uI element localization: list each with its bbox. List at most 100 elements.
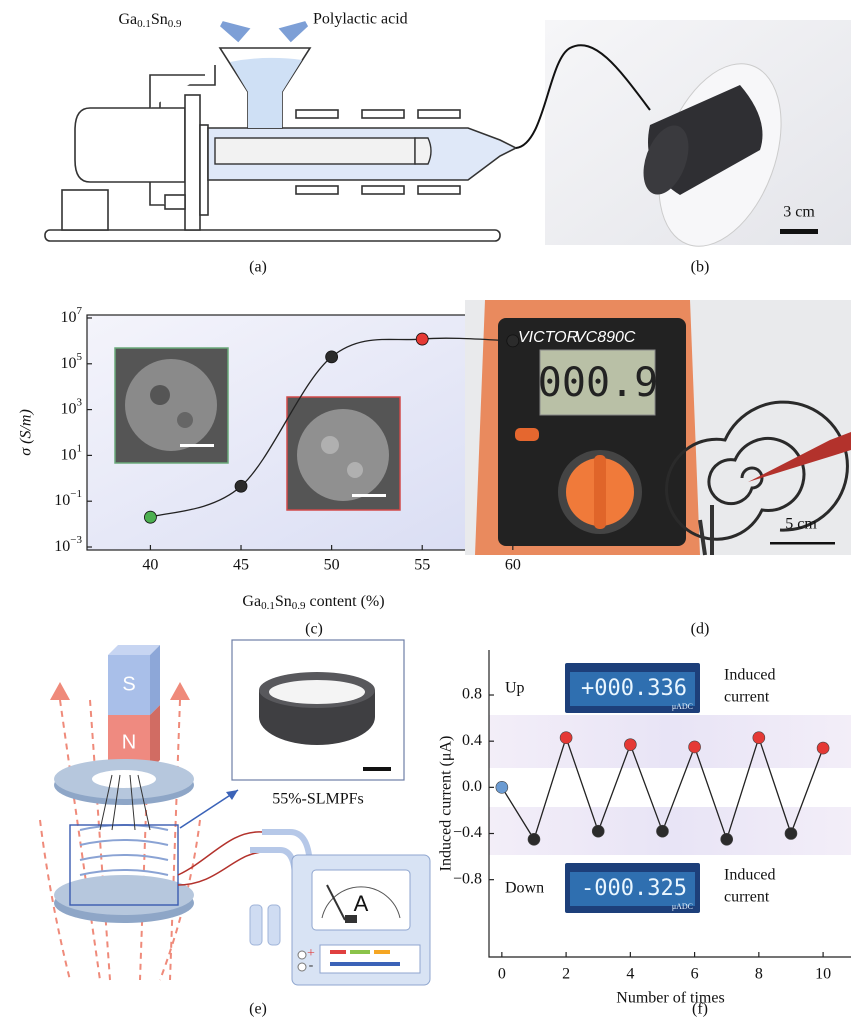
tick-base: 10 <box>61 309 77 326</box>
illustration-shape <box>374 950 390 954</box>
illustration-shape <box>125 359 217 451</box>
tick-base: 10 <box>61 446 77 463</box>
illustration-shape <box>230 58 302 128</box>
panel: Ga0.1Sn0.9 Polylactic acid (a) <box>45 11 516 276</box>
tick-exponent: 1 <box>77 442 83 454</box>
illustration-shape <box>80 825 168 875</box>
y-tick-label: −0.8 <box>453 870 482 887</box>
x-tick-label: 50 <box>324 557 340 574</box>
x-tick-label: 60 <box>505 557 521 574</box>
illustration-shape <box>296 186 338 194</box>
illustration-shape <box>200 125 208 215</box>
text-part: content (%) <box>305 593 384 610</box>
tick-exponent: −1 <box>70 488 82 500</box>
meter-reading: 000.9 <box>538 360 658 406</box>
y-tick-label: 10−3 <box>54 534 82 555</box>
subscript: 0.9 <box>292 600 306 612</box>
annotation: Induced <box>724 867 776 884</box>
illustration-shape <box>185 95 200 230</box>
data-point <box>656 825 668 837</box>
sample-label: 55%-SLMPFs <box>272 791 364 808</box>
annotation: Up <box>505 680 525 697</box>
illustration-shape <box>165 195 185 209</box>
illustration-shape <box>215 138 415 164</box>
illustration-shape <box>298 951 306 959</box>
illustration-shape <box>75 108 185 182</box>
magnet-pole: N <box>122 731 136 753</box>
panel-label: (b) <box>691 259 710 276</box>
panel: VICTOR VC890C 000.9 5 cm (d) <box>465 300 851 638</box>
illustration-shape <box>363 767 391 771</box>
data-point <box>689 741 701 753</box>
y-tick-label: 107 <box>61 305 83 326</box>
screen-reading: -000.325 <box>581 876 687 901</box>
illustration-shape <box>320 945 420 973</box>
illustration-shape <box>92 770 156 788</box>
y-tick-label: 10−1 <box>54 488 82 509</box>
tick-exponent: 7 <box>77 305 83 317</box>
tick-base: 10 <box>54 538 70 555</box>
illustration-shape <box>178 832 268 885</box>
panel: 3 cm (b) <box>516 20 851 276</box>
illustration-shape <box>415 138 431 164</box>
illustration-shape <box>268 905 280 945</box>
terminal: - <box>309 958 314 973</box>
brand: VICTOR <box>518 329 579 346</box>
annotation: current <box>724 689 770 706</box>
illustration-shape <box>150 385 170 405</box>
subscript: 0.1 <box>261 600 275 612</box>
x-tick-label: 0 <box>498 966 506 983</box>
illustration-shape <box>269 680 365 704</box>
alloy-label: Ga0.1Sn0.9 <box>118 11 182 30</box>
illustration-shape <box>321 436 339 454</box>
illustration-shape <box>250 905 262 945</box>
annotation: Down <box>505 880 544 897</box>
tick-exponent: 5 <box>77 350 83 362</box>
scale-label: 3 cm <box>783 204 815 221</box>
illustration-shape <box>418 110 460 118</box>
screen-unit: μADC <box>672 702 693 711</box>
annotation: Induced <box>724 667 776 684</box>
data-point <box>592 825 604 837</box>
screen-unit: μADC <box>672 902 693 911</box>
y-tick-label: 0.8 <box>462 686 482 703</box>
illustration-shape <box>54 875 194 915</box>
illustration-shape <box>222 24 245 38</box>
tick-exponent: 3 <box>77 396 83 408</box>
panel-label: (c) <box>305 621 323 638</box>
illustration-shape <box>330 962 400 966</box>
y-axis-label: Induced current (μA) <box>438 736 455 872</box>
illustration-shape <box>780 229 818 234</box>
x-tick-label: 45 <box>233 557 249 574</box>
illustration-shape <box>418 186 460 194</box>
data-point <box>785 828 797 840</box>
y-axis-label: σ (S/m) <box>18 409 35 456</box>
illustration-shape <box>150 182 165 205</box>
text-part: Ga <box>242 593 261 610</box>
data-point <box>507 335 519 347</box>
tick-base: 10 <box>61 354 77 371</box>
y-tick-label: 103 <box>61 396 83 417</box>
x-tick-label: 6 <box>691 966 699 983</box>
subscript: 0.9 <box>168 18 182 30</box>
x-tick-label: 8 <box>755 966 763 983</box>
illustration-shape <box>180 444 214 447</box>
data-point <box>560 732 572 744</box>
data-point <box>496 781 508 793</box>
data-point <box>624 739 636 751</box>
illustration-shape <box>284 24 306 38</box>
x-tick-label: 10 <box>815 966 831 983</box>
illustration-shape <box>330 950 346 954</box>
scale-label: 5 cm <box>785 516 817 533</box>
polymer-label: Polylactic acid <box>313 11 408 28</box>
illustration-shape <box>226 790 238 800</box>
data-point <box>817 742 829 754</box>
text-part: Sn <box>151 11 168 28</box>
illustration-shape <box>489 715 851 768</box>
illustration-shape <box>362 110 404 118</box>
x-tick-label: 4 <box>626 966 634 983</box>
tick-base: 10 <box>61 400 77 417</box>
x-tick-label: 40 <box>142 557 158 574</box>
data-point <box>144 511 156 523</box>
illustration-shape <box>298 963 306 971</box>
